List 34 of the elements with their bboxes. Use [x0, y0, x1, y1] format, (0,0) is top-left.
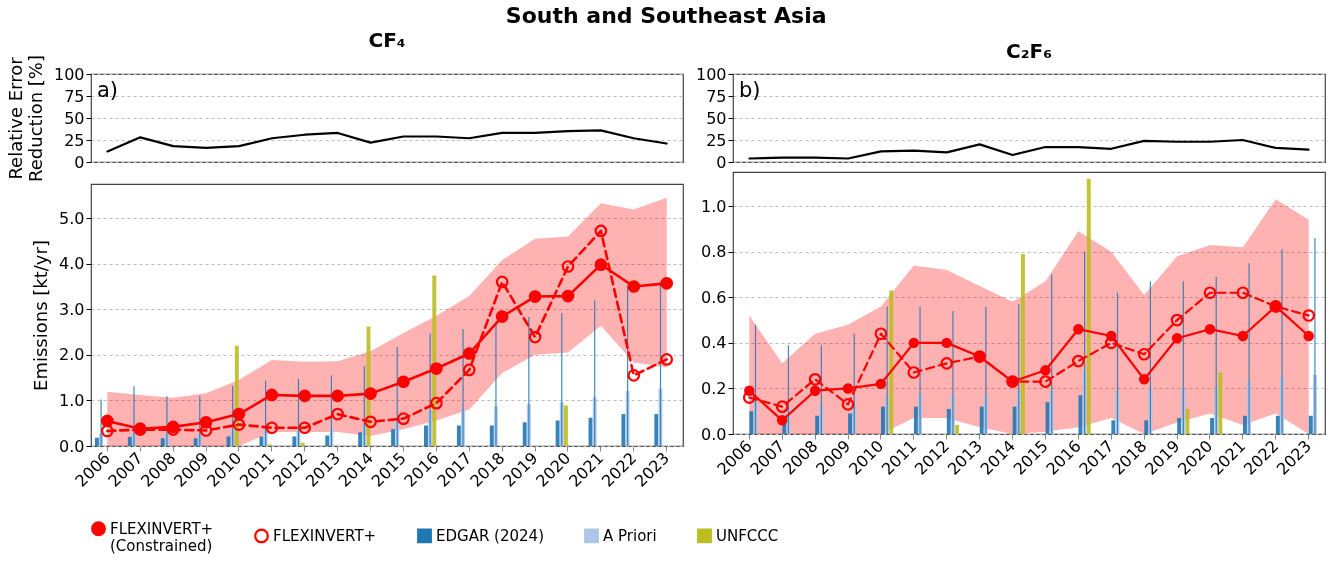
y-tick-label: 0: [716, 152, 727, 172]
y-axis-title: Emissions [kt/yr]: [30, 240, 52, 391]
y-tick-label: 25: [64, 130, 85, 150]
y-tick-label: 25: [706, 130, 727, 150]
legend-label: EDGAR (2024): [436, 526, 544, 545]
y-tick-label: 2.0: [59, 345, 85, 365]
legend-label: UNFCCC: [716, 526, 779, 545]
y-tick-label: 3.0: [59, 299, 85, 319]
y-tick-label: 0.2: [701, 378, 727, 398]
y-tick-label: 0.0: [59, 436, 85, 456]
legend-label: FLEXINVERT+: [273, 526, 377, 545]
legend-label: A Priori: [603, 526, 657, 545]
legend-label: FLEXINVERT+ (Constrained): [110, 519, 214, 555]
y-tick-label: 75: [706, 86, 727, 106]
y-tick-label: 0.6: [701, 287, 727, 307]
chart-subtitle: CF₄: [368, 27, 406, 52]
y-tick-label: 100: [53, 64, 85, 84]
y-tick-label: 1.0: [59, 390, 85, 410]
chart-subtitle: C₂F₆: [1006, 39, 1052, 63]
y-axis-title: Relative Error Reduction [%]: [4, 55, 46, 182]
y-tick-label: 4.0: [59, 254, 85, 274]
y-tick-label: 0.8: [701, 242, 727, 262]
annotation: a): [97, 78, 119, 102]
y-tick-label: 75: [64, 86, 85, 106]
y-tick-label: 5.0: [59, 208, 85, 228]
y-tick-label: 50: [64, 108, 85, 128]
y-tick-label: 50: [706, 108, 727, 128]
y-tick-label: 0.4: [701, 333, 727, 353]
annotation: b): [739, 78, 761, 102]
y-tick-label: 0: [74, 152, 85, 172]
y-tick-label: 100: [695, 64, 727, 84]
chart-title: South and Southeast Asia: [505, 2, 827, 28]
y-tick-label: 0.0: [701, 424, 727, 444]
y-tick-label: 1.0: [701, 196, 727, 216]
